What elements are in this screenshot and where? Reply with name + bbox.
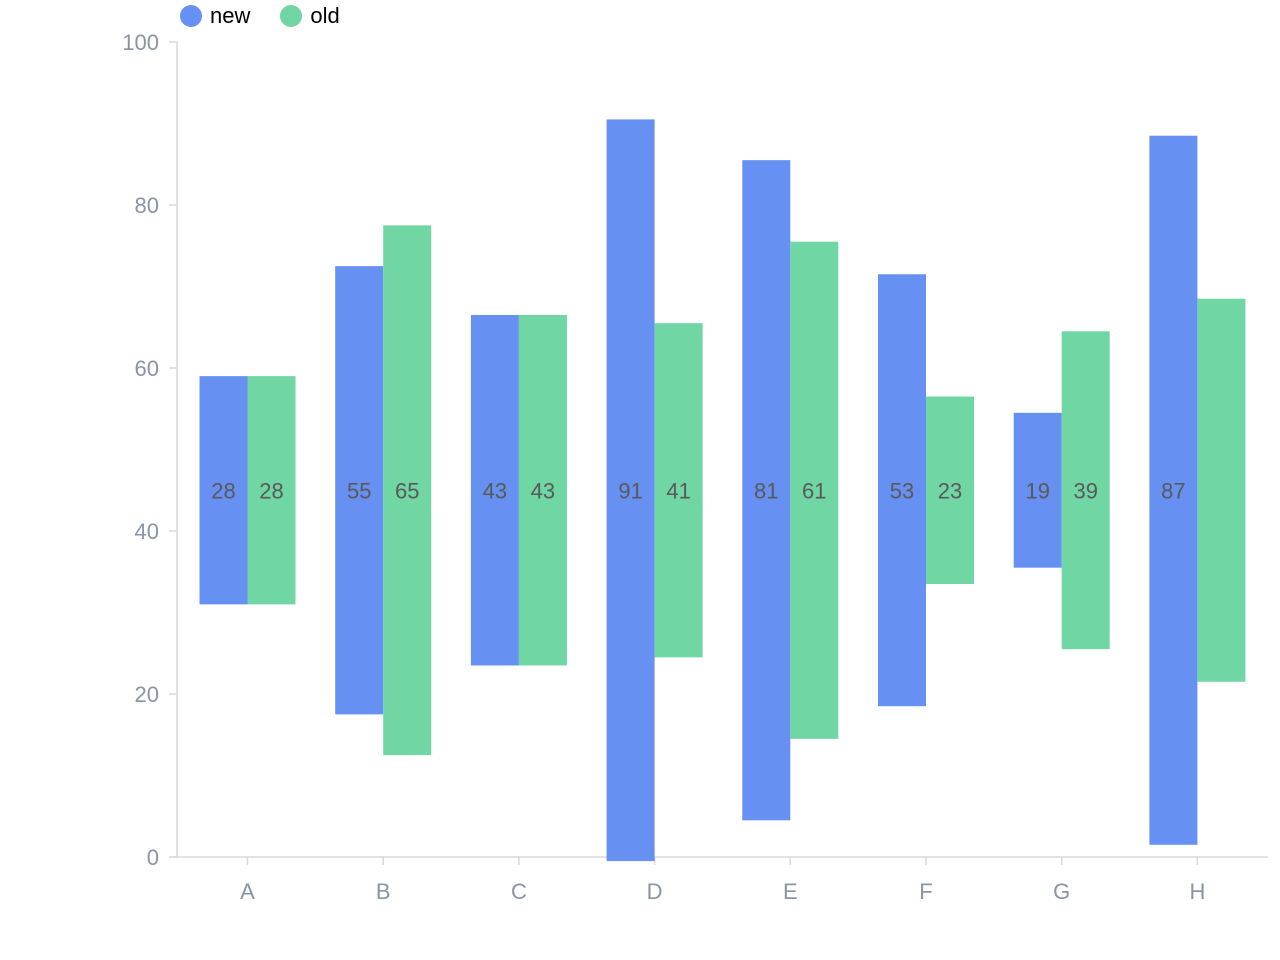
- legend-label-old: old: [310, 3, 340, 28]
- x-tick-label: E: [783, 879, 798, 904]
- data-label-new: 55: [347, 478, 371, 503]
- legend-item-old[interactable]: old: [280, 3, 340, 29]
- y-tick-label: 60: [135, 356, 159, 381]
- y-tick-label: 80: [135, 193, 159, 218]
- x-tick-label: G: [1053, 879, 1070, 904]
- x-tick-label: D: [647, 879, 663, 904]
- x-tick-label: B: [376, 879, 391, 904]
- bar-new: [1149, 135, 1198, 845]
- bar-old: [926, 396, 974, 584]
- bar-old: [518, 315, 567, 666]
- x-tick-label: H: [1189, 879, 1205, 904]
- x-tick-label: F: [919, 879, 932, 904]
- y-tick-label: 40: [135, 519, 159, 544]
- y-tick-label: 0: [147, 845, 159, 870]
- x-tick-label: A: [240, 879, 255, 904]
- bar-old: [654, 323, 703, 658]
- bar-new: [470, 315, 519, 666]
- legend-label-new: new: [210, 3, 251, 28]
- data-label-old: 28: [259, 478, 283, 503]
- data-label-old: 43: [531, 478, 555, 503]
- bar-old: [1061, 331, 1110, 650]
- bar-old: [247, 376, 296, 605]
- bar-new: [199, 376, 248, 605]
- bar-new: [606, 119, 655, 862]
- data-label-old: 23: [938, 478, 962, 503]
- bar-old: [790, 241, 839, 739]
- legend-marker-new-icon: [180, 5, 202, 27]
- bar-new: [1013, 412, 1062, 568]
- data-label-old: 61: [802, 478, 826, 503]
- bar-new: [335, 266, 384, 715]
- data-label-old: 39: [1073, 478, 1097, 503]
- x-tick-label: C: [511, 879, 527, 904]
- data-label-new: 81: [754, 478, 778, 503]
- legend-marker-old-icon: [280, 5, 303, 27]
- bar-new: [742, 160, 791, 821]
- data-label-new: 43: [483, 478, 507, 503]
- legend: new old: [180, 2, 370, 30]
- data-label-new: 53: [890, 478, 914, 503]
- data-label-old: 65: [395, 478, 419, 503]
- bar-new: [878, 274, 926, 707]
- bar-old: [1197, 298, 1246, 682]
- data-label-new: 19: [1025, 478, 1049, 503]
- y-tick-label: 100: [122, 30, 159, 55]
- data-label-new: 91: [618, 478, 642, 503]
- data-label-old: 41: [666, 478, 690, 503]
- bar-old: [383, 225, 432, 756]
- data-label-new: 28: [211, 478, 235, 503]
- legend-item-new[interactable]: new: [180, 3, 250, 29]
- y-tick-label: 20: [135, 682, 159, 707]
- data-label-new: 87: [1161, 478, 1185, 503]
